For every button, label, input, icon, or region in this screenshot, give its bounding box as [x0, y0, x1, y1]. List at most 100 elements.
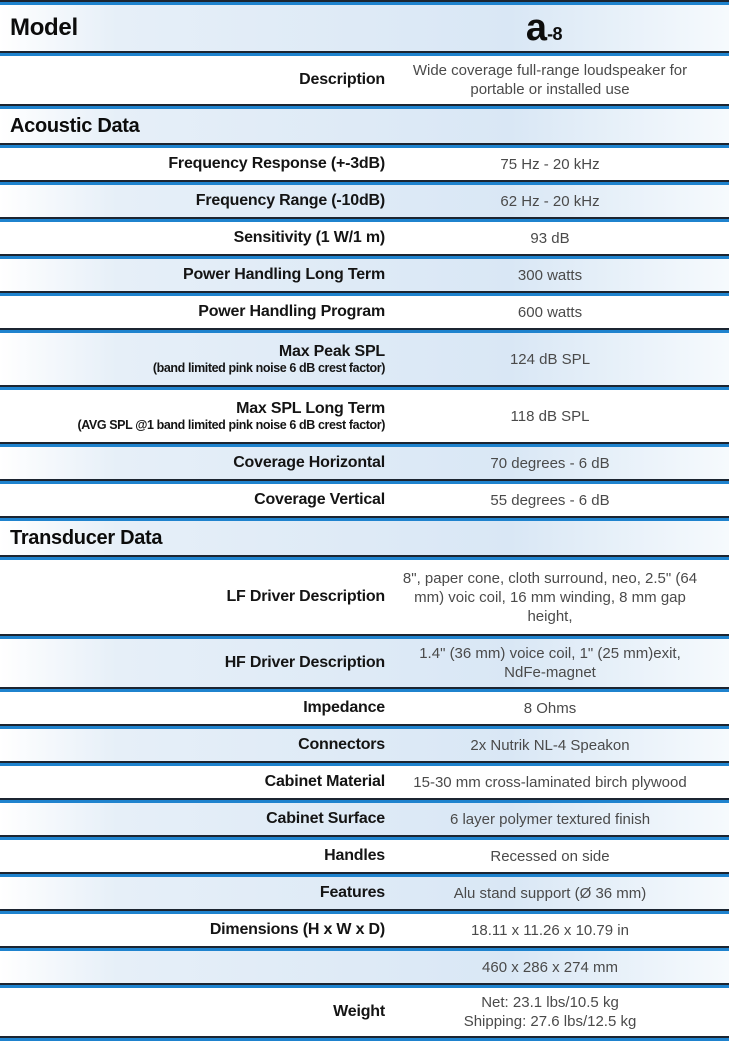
- spec-row: Power Handling Long Term 300 watts: [0, 259, 729, 291]
- spec-label: Max SPL Long Term: [236, 400, 385, 418]
- model-title: Model: [10, 14, 78, 41]
- spec-label: Frequency Range (-10dB): [195, 192, 385, 210]
- spec-label-cell: HF Driver Description: [0, 653, 385, 672]
- spec-value: 18.11 x 11.26 x 10.79 in: [471, 921, 629, 939]
- spec-label-cell: Features: [0, 883, 385, 902]
- section-title: Transducer Data: [10, 526, 163, 549]
- spec-row: Dimensions (H x W x D) 18.11 x 11.26 x 10…: [0, 914, 729, 946]
- spec-label-cell: Coverage Horizontal: [0, 453, 385, 472]
- spec-label-cell: Dimensions (H x W x D): [0, 920, 385, 939]
- row-divider: [0, 983, 729, 988]
- row-divider: [0, 385, 729, 390]
- spec-value: Wide coverage full-range loudspeaker for…: [412, 62, 688, 98]
- spec-row: Frequency Range (-10dB) 62 Hz - 20 kHz: [0, 185, 729, 217]
- spec-label: Frequency Response (+-3dB): [168, 155, 385, 173]
- spec-row: Weight Net: 23.1 lbs/10.5 kg Shipping: 27.…: [0, 988, 729, 1036]
- row-divider: [0, 946, 729, 951]
- spec-row: Max SPL Long Term (AVG SPL @1 band limite…: [0, 390, 729, 442]
- spec-label-cell: Sensitivity (1 W/1 m): [0, 228, 386, 247]
- spec-label: Dimensions (H x W x D): [209, 921, 385, 939]
- spec-row: 460 x 286 x 274 mm: [0, 951, 729, 983]
- spec-label-cell: Connectors: [0, 735, 385, 754]
- spec-label: Max Peak SPL: [278, 343, 385, 361]
- row-divider: [0, 835, 729, 840]
- spec-label: Coverage Vertical: [254, 491, 385, 509]
- row-divider: [0, 724, 729, 729]
- spec-row: Max Peak SPL (band limited pink noise 6 d…: [0, 333, 729, 385]
- spec-label-cell: Description: [0, 70, 385, 89]
- spec-label-cell: Power Handling Program: [0, 302, 385, 321]
- section-header-row: Acoustic Data: [0, 109, 729, 143]
- row-divider: [0, 328, 729, 333]
- spec-label: LF Driver Description: [226, 588, 385, 606]
- spec-row: Coverage Horizontal 70 degrees - 6 dB: [0, 447, 729, 479]
- row-divider: [0, 180, 729, 185]
- spec-row: Sensitivity (1 W/1 m) 93 dB: [0, 222, 729, 254]
- spec-label-cell: Cabinet Surface: [0, 809, 385, 828]
- spec-label: Handles: [324, 847, 385, 865]
- spec-label: Connectors: [298, 736, 385, 754]
- spec-label-cell: Power Handling Long Term: [0, 265, 385, 284]
- spec-label: Features: [319, 884, 385, 902]
- model-logo-suffix: -8: [547, 23, 563, 44]
- spec-row: Frequency Response (+-3dB) 75 Hz - 20 kHz: [0, 148, 729, 180]
- spec-value: 6 layer polymer textured finish: [449, 810, 651, 828]
- spec-value: 8 Ohms: [523, 699, 577, 717]
- spec-value: 55 degrees - 6 dB: [490, 491, 610, 509]
- spec-value: 124 dB SPL: [509, 350, 591, 368]
- spec-label-cell: Cabinet Material: [0, 772, 386, 791]
- spec-row: Connectors 2x Nutrik NL-4 Speakon: [0, 729, 729, 761]
- row-divider: [0, 872, 729, 877]
- spec-value-line: Shipping: 27.6 lbs/12.5 kg: [463, 1013, 637, 1030]
- row-divider: [0, 634, 729, 639]
- spec-row: Features Alu stand support (Ø 36 mm): [0, 877, 729, 909]
- spec-value: 600 watts: [517, 303, 583, 321]
- spec-value: 70 degrees - 6 dB: [490, 454, 610, 472]
- spec-value-line: Net: 23.1 lbs/10.5 kg: [481, 994, 619, 1011]
- row-divider: [0, 442, 729, 447]
- spec-value: 2x Nutrik NL-4 Speakon: [470, 736, 630, 754]
- spec-value: 300 watts: [517, 266, 583, 284]
- spec-value: Alu stand support (Ø 36 mm): [453, 884, 647, 902]
- spec-row: Impedance 8 Ohms: [0, 692, 729, 724]
- spec-label: Sensitivity (1 W/1 m): [233, 229, 386, 247]
- spec-value-cell: Net: 23.1 lbs/10.5 kg Shipping: 27.6 lbs/…: [385, 993, 729, 1031]
- spec-label-cell: Coverage Vertical: [0, 490, 385, 509]
- spec-label: Impedance: [303, 699, 385, 717]
- spec-value: 8", paper cone, cloth surround, neo, 2.5…: [402, 569, 698, 625]
- spec-value: 118 dB SPL: [510, 407, 590, 425]
- section-title: Acoustic Data: [10, 114, 140, 137]
- spec-label-cell: Handles: [0, 846, 385, 865]
- row-divider: [0, 761, 729, 766]
- spec-label: Power Handling Program: [198, 303, 385, 321]
- spec-row: Power Handling Program 600 watts: [0, 296, 729, 328]
- row-divider: [0, 479, 729, 484]
- spec-label-cell: Frequency Range (-10dB): [0, 191, 385, 210]
- spec-row: Coverage Vertical 55 degrees - 6 dB: [0, 484, 729, 516]
- row-divider: [0, 555, 729, 560]
- spec-value: 460 x 286 x 274 mm: [482, 958, 618, 976]
- spec-row: LF Driver Description 8", paper cone, clo…: [0, 560, 729, 634]
- row-divider: [0, 51, 729, 56]
- spec-row: HF Driver Description 1.4" (36 mm) voice …: [0, 639, 729, 687]
- model-header-row: Model a-8: [0, 5, 729, 51]
- spec-value: Recessed on side: [490, 847, 610, 865]
- spec-label: Cabinet Material: [264, 773, 386, 791]
- spec-label: Power Handling Long Term: [182, 266, 385, 284]
- spec-label-cell: Max SPL Long Term (AVG SPL @1 band limite…: [0, 399, 385, 433]
- row-divider: [0, 254, 729, 259]
- model-logo: a-8: [385, 9, 729, 47]
- spec-value: 15-30 mm cross-laminated birch plywood: [413, 773, 687, 791]
- spec-label: Cabinet Surface: [266, 810, 385, 828]
- spec-value: 1.4" (36 mm) voice coil, 1" (25 mm)exit,…: [419, 645, 681, 681]
- spec-label-cell: Weight: [0, 1002, 385, 1021]
- spec-label: Weight: [333, 1003, 385, 1021]
- spec-label-cell: Frequency Response (+-3dB): [0, 154, 385, 173]
- spec-label-cell: Max Peak SPL (band limited pink noise 6 d…: [0, 342, 386, 376]
- section-header-row: Transducer Data: [0, 521, 729, 555]
- spec-label-note: (AVG SPL @1 band limited pink noise 6 dB…: [77, 418, 385, 433]
- row-divider: [0, 798, 729, 803]
- row-divider: [0, 909, 729, 914]
- spec-row: Description Wide coverage full-range loud…: [0, 56, 729, 104]
- model-logo-letter: a: [525, 6, 548, 49]
